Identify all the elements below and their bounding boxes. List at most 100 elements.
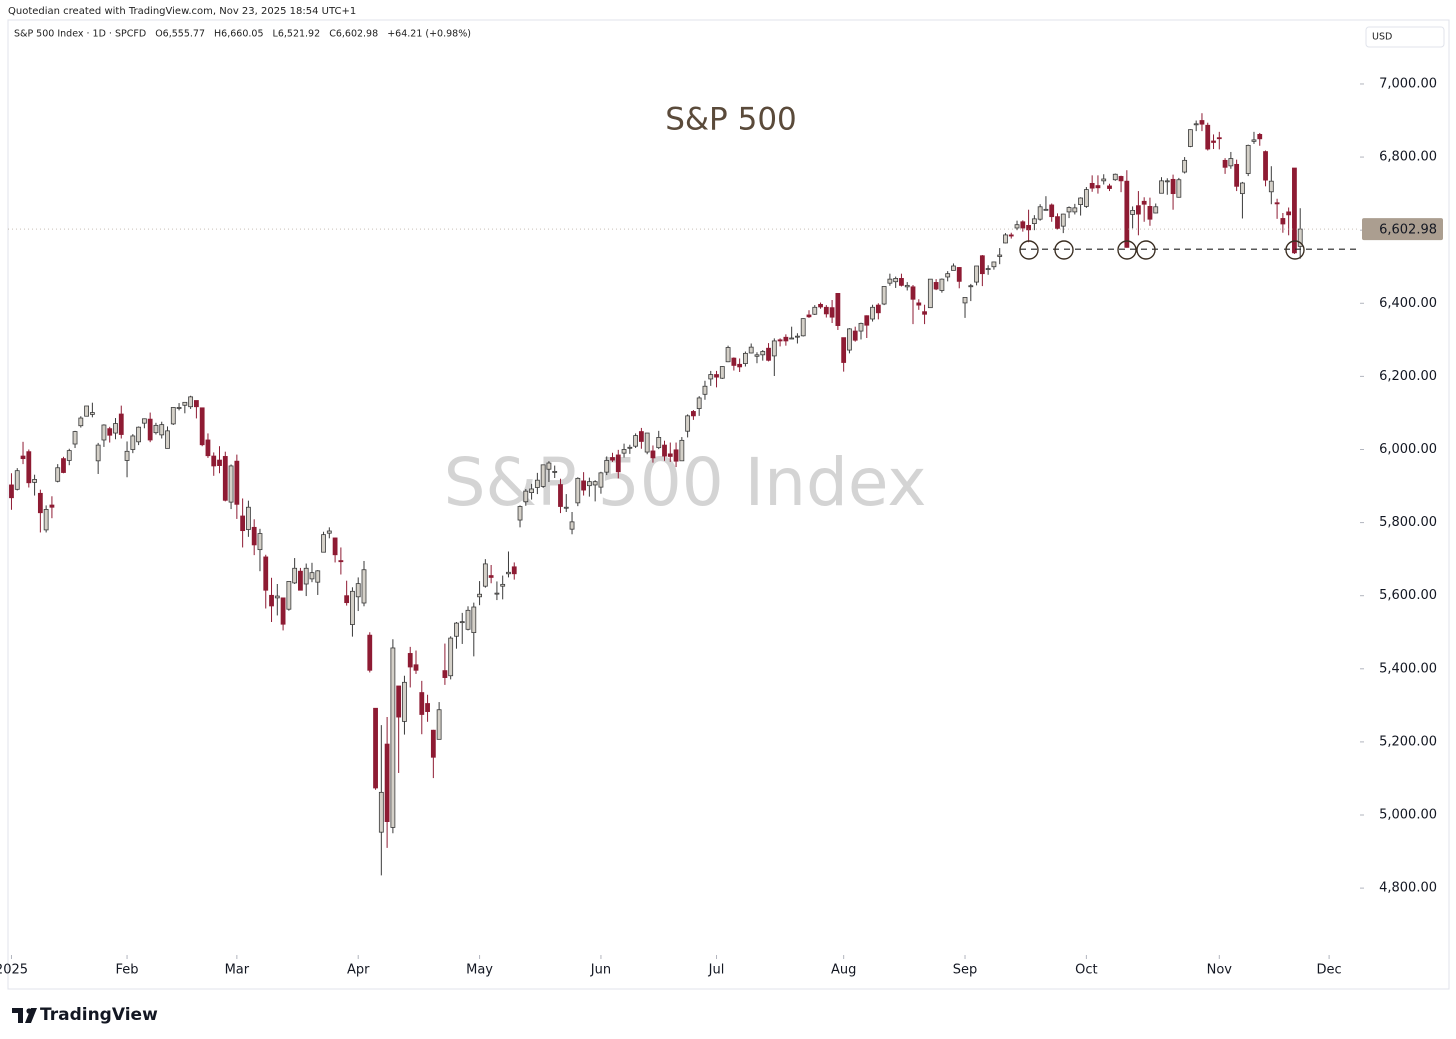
- candle-body: [546, 462, 552, 470]
- candle-body: [1003, 234, 1008, 244]
- support-touches: [1019, 240, 1305, 260]
- candle-body: [1274, 202, 1280, 205]
- candle-body: [14, 470, 20, 490]
- candle-body: [32, 479, 37, 483]
- candle-body: [818, 303, 823, 308]
- chart-title: S&P 500: [665, 102, 797, 138]
- candle-body: [78, 417, 84, 427]
- candle-body: [500, 583, 506, 587]
- x-tick-label: Aug: [831, 963, 856, 978]
- y-tick-label: 5,800.00: [1379, 515, 1437, 530]
- candle-body: [621, 449, 627, 454]
- candle-body: [344, 595, 350, 604]
- candle-body: [511, 566, 517, 575]
- candle-body: [974, 265, 979, 283]
- candle-body: [777, 339, 783, 342]
- y-tick-label: 5,600.00: [1379, 588, 1437, 603]
- candle-body: [841, 337, 847, 363]
- candle-body: [49, 504, 55, 508]
- candle-body: [656, 437, 662, 449]
- candle-body: [1199, 120, 1205, 125]
- candle-body: [402, 681, 407, 722]
- candle-body: [413, 664, 419, 671]
- candle-body: [1008, 234, 1014, 237]
- candle-body: [257, 533, 263, 551]
- candle-body: [286, 581, 292, 610]
- candle-body: [1083, 189, 1089, 207]
- candle-body: [1216, 137, 1222, 140]
- currency: USD: [1372, 32, 1392, 43]
- candle-body: [945, 273, 951, 278]
- candle-body: [205, 439, 211, 457]
- candle-body: [159, 424, 165, 436]
- candle-body: [737, 363, 743, 368]
- candle-body: [517, 506, 523, 521]
- candle-body: [459, 621, 465, 624]
- candle-body: [471, 606, 477, 634]
- candle-body: [760, 351, 766, 356]
- candle-body: [702, 385, 708, 395]
- candle-body: [650, 450, 656, 459]
- candle-body: [899, 278, 904, 286]
- candle-body: [679, 439, 685, 462]
- candle-body: [991, 261, 997, 268]
- currency-box[interactable]: [1365, 26, 1445, 48]
- candle-body: [1176, 179, 1182, 198]
- candle-body: [575, 477, 581, 504]
- candle-body: [1078, 197, 1084, 205]
- candle-body: [107, 428, 113, 436]
- candle-body: [1234, 163, 1240, 187]
- candle-body: [367, 634, 373, 671]
- candle-body: [384, 743, 390, 822]
- x-tick-label: May: [466, 963, 493, 978]
- candle-body: [274, 595, 280, 599]
- candle-body: [165, 430, 170, 449]
- candle-body: [1153, 206, 1159, 214]
- y-tick-label: 5,200.00: [1379, 734, 1437, 749]
- candle-body: [1130, 210, 1136, 215]
- candle-body: [84, 405, 89, 417]
- candle-body: [1107, 185, 1112, 189]
- candle-body: [211, 455, 217, 467]
- candle-body: [1014, 224, 1020, 229]
- y-tick-label: 7,000.00: [1379, 76, 1437, 91]
- candle-body: [1211, 140, 1216, 143]
- candle-body: [604, 460, 610, 473]
- candle-body: [378, 791, 384, 833]
- candle-body: [870, 306, 875, 320]
- candle-body: [1031, 218, 1037, 224]
- candle-body: [20, 455, 26, 460]
- candle-body: [1263, 151, 1268, 181]
- candle-body: [962, 297, 968, 304]
- candle-body: [985, 268, 991, 270]
- candle-body: [644, 432, 650, 453]
- candle-body: [465, 609, 471, 630]
- candle-body: [685, 415, 691, 432]
- candle-body: [217, 459, 222, 466]
- watermark: S&P 500 Index: [444, 444, 927, 521]
- candle-body: [1049, 204, 1055, 218]
- x-tick-label: Apr: [347, 963, 370, 978]
- candle-body: [1205, 124, 1211, 150]
- candle-body: [1286, 211, 1292, 216]
- candle-body: [425, 703, 430, 712]
- candle-body: [436, 709, 442, 740]
- candle-body: [939, 278, 945, 291]
- candle-body: [9, 484, 14, 499]
- candle-body: [534, 479, 540, 488]
- candle-body: [1055, 216, 1060, 229]
- candle-body: [725, 347, 731, 363]
- candle-body: [1037, 206, 1043, 220]
- candle-body: [743, 352, 748, 364]
- candle-body: [1147, 206, 1153, 220]
- candle-body: [1095, 185, 1101, 189]
- candle-body: [610, 457, 615, 461]
- candle-body: [523, 490, 529, 503]
- candle-body: [1222, 159, 1228, 168]
- candle-body: [188, 396, 194, 408]
- candle-body: [1101, 178, 1107, 182]
- candle-body: [1141, 200, 1147, 205]
- candle-body: [927, 278, 933, 309]
- candle-body: [454, 622, 459, 637]
